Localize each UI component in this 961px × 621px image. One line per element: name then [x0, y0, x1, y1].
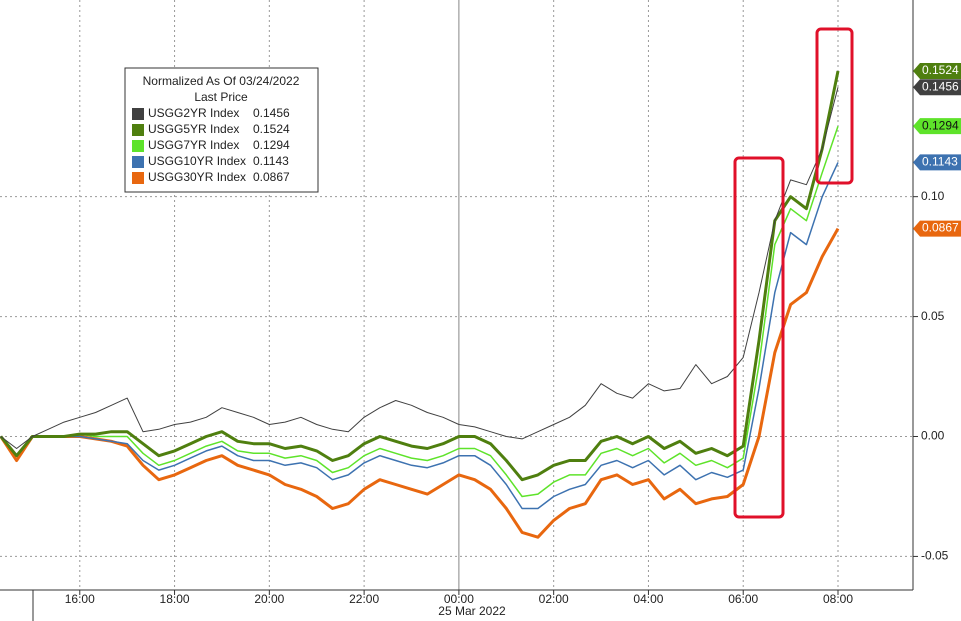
x-tick-label: 22:00 — [349, 592, 379, 606]
legend-swatch — [132, 172, 144, 184]
highlight-box — [815, 27, 854, 185]
legend-swatch — [132, 156, 144, 168]
legend-swatch — [132, 140, 144, 152]
legend-value: 0.1524 — [253, 122, 290, 136]
legend-title: Normalized As Of 03/24/2022 — [143, 74, 300, 88]
x-tick-label: 20:00 — [254, 592, 284, 606]
y-tick-label: 0.10 — [921, 189, 945, 203]
series-line — [0, 227, 840, 539]
legend-subtitle: Last Price — [194, 90, 248, 104]
legend-value: 0.0867 — [253, 170, 290, 184]
legend-box — [124, 67, 319, 193]
legend-label: USGG5YR Index — [148, 122, 239, 136]
legend-value: 0.1456 — [253, 106, 290, 120]
legend-value: 0.1294 — [253, 138, 290, 152]
legend-label: USGG2YR Index — [148, 106, 239, 120]
last-value-label: 0.0867 — [922, 221, 959, 235]
y-tick-label: 0.05 — [921, 309, 945, 323]
last-value-tag — [913, 154, 961, 171]
last-value-tag — [913, 220, 961, 237]
last-value-label: 0.1294 — [922, 118, 959, 132]
last-value-label: 0.1524 — [922, 63, 959, 77]
last-value-label: 0.1456 — [922, 79, 959, 93]
x-tick-label: 16:00 — [65, 592, 95, 606]
series-line — [0, 70, 840, 482]
legend-label: USGG30YR Index — [148, 170, 246, 184]
y-tick-label: -0.05 — [921, 549, 949, 563]
legend-swatch — [132, 124, 144, 136]
last-value-tag — [913, 79, 961, 96]
legend-label: USGG10YR Index — [148, 154, 246, 168]
x-tick-label: 04:00 — [633, 592, 663, 606]
series-line — [0, 162, 839, 510]
legend-swatch — [132, 108, 144, 120]
x-tick-label: 02:00 — [539, 592, 569, 606]
y-tick-label: 0.00 — [921, 429, 945, 443]
x-tick-label: 08:00 — [823, 592, 853, 606]
date-label: 25 Mar 2022 — [438, 604, 506, 618]
legend-value: 0.1143 — [253, 154, 289, 168]
last-value-tag — [913, 118, 961, 135]
legend-label: USGG7YR Index — [148, 138, 239, 152]
series-line — [0, 87, 839, 449]
x-tick-label: 06:00 — [728, 592, 758, 606]
x-tick-label: 00:00 — [444, 592, 474, 606]
last-value-tags: 0.0867 0.1143 0.1294 0.1524 0.1456 — [913, 62, 961, 237]
x-tick-label: 18:00 — [160, 592, 190, 606]
last-value-label: 0.1143 — [922, 155, 958, 169]
last-value-tag — [913, 62, 961, 79]
legend: Normalized As Of 03/24/2022 Last Price U… — [124, 67, 319, 193]
lines — [0, 70, 840, 539]
highlight-box — [733, 156, 785, 519]
series-line — [0, 125, 839, 498]
